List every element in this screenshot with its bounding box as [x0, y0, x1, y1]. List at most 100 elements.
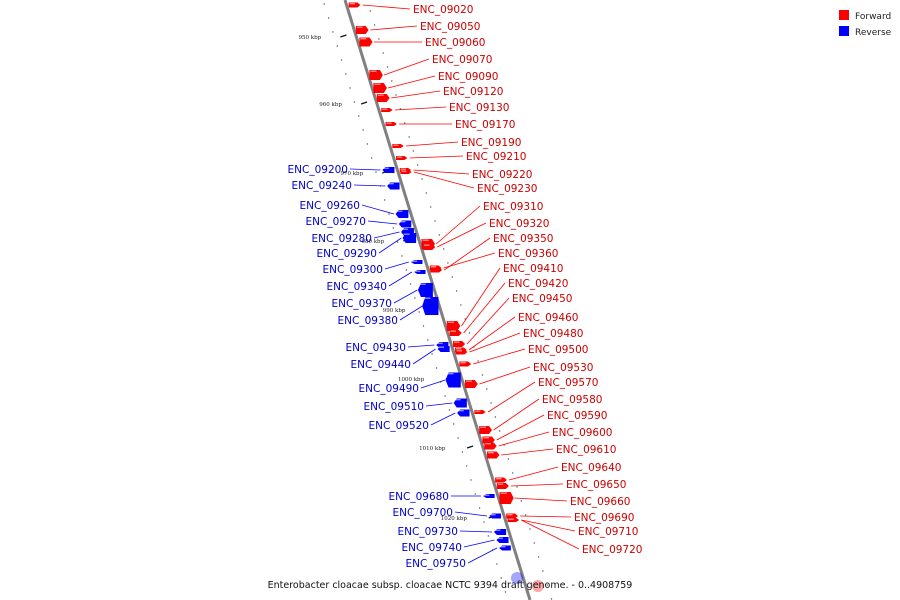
forward-gene-label[interactable]: ENC_09360: [498, 248, 558, 260]
forward-gene-label[interactable]: ENC_09350: [493, 233, 553, 245]
forward-gene-label[interactable]: ENC_09320: [489, 218, 549, 230]
scale-dot: [533, 542, 535, 544]
label-leader-line: [463, 282, 506, 334]
reverse-gene-label[interactable]: ENC_09680: [389, 491, 449, 503]
reverse-gene-label[interactable]: ENC_09260: [300, 200, 360, 212]
reverse-gene-label[interactable]: ENC_09370: [332, 298, 392, 310]
forward-gene-label[interactable]: ENC_09590: [547, 410, 607, 422]
label-leader-line: [510, 483, 564, 487]
forward-gene-label[interactable]: ENC_09710: [578, 526, 638, 538]
scale-dot: [468, 332, 471, 334]
forward-gene-label[interactable]: ENC_09580: [542, 394, 602, 406]
scale-dot: [425, 192, 428, 194]
forward-gene-label[interactable]: ENC_09720: [582, 544, 642, 556]
reverse-gene-block[interactable]: [445, 372, 461, 388]
reverse-gene-label[interactable]: ENC_09290: [317, 248, 377, 260]
forward-gene-label[interactable]: ENC_09190: [461, 137, 521, 149]
gene-highlight: [388, 183, 394, 185]
label-leader-line: [468, 316, 516, 351]
reverse-gene-label[interactable]: ENC_09430: [346, 342, 406, 354]
forward-gene-label[interactable]: ENC_09500: [528, 344, 588, 356]
forward-gene-label[interactable]: ENC_09410: [503, 263, 563, 275]
forward-gene-label[interactable]: ENC_09570: [538, 377, 598, 389]
gene-highlight: [402, 228, 408, 230]
reverse-gene-label[interactable]: ENC_09280: [312, 233, 372, 245]
forward-gene-label[interactable]: ENC_09070: [432, 54, 492, 66]
reverse-gene-label[interactable]: ENC_09490: [359, 383, 419, 395]
forward-gene-block[interactable]: [359, 37, 373, 47]
reverse-gene-block[interactable]: [422, 297, 439, 315]
forward-gene-block[interactable]: [446, 321, 461, 331]
forward-gene-block[interactable]: [499, 492, 514, 504]
forward-gene-block[interactable]: [376, 94, 390, 102]
label-leader-line: [362, 4, 411, 10]
gene-highlight: [370, 70, 377, 72]
scale-dot: [405, 269, 407, 271]
reverse-gene-label[interactable]: ENC_09300: [323, 264, 383, 276]
gene-highlight: [349, 3, 355, 5]
reverse-gene-label[interactable]: ENC_09520: [369, 420, 429, 432]
forward-gene-label[interactable]: ENC_09210: [466, 151, 526, 163]
forward-gene-label[interactable]: ENC_09650: [566, 479, 626, 491]
reverse-gene-label[interactable]: ENC_09730: [398, 526, 458, 538]
forward-gene-label[interactable]: ENC_09640: [561, 462, 621, 474]
forward-gene-label[interactable]: ENC_09600: [552, 427, 612, 439]
forward-gene-label[interactable]: ENC_09480: [523, 328, 583, 340]
scale-dot: [520, 500, 522, 502]
gene-highlight: [374, 83, 381, 85]
forward-gene-label[interactable]: ENC_09610: [556, 444, 616, 456]
scale-dot: [453, 423, 455, 425]
reverse-gene-block[interactable]: [453, 398, 467, 408]
scale-dot: [340, 59, 343, 61]
reverse-gene-label[interactable]: ENC_09270: [306, 216, 366, 228]
forward-gene-label[interactable]: ENC_09130: [449, 102, 509, 114]
label-leader-line: [407, 344, 435, 348]
reverse-gene-label[interactable]: ENC_09240: [292, 180, 352, 192]
kbp-tick: [360, 101, 368, 105]
reverse-gene-label[interactable]: ENC_09380: [338, 315, 398, 327]
reverse-gene-label[interactable]: ENC_09200: [288, 164, 348, 176]
gene-highlight: [403, 233, 410, 235]
forward-gene-block[interactable]: [355, 26, 369, 34]
forward-gene-block[interactable]: [479, 426, 492, 434]
forward-gene-block[interactable]: [373, 83, 387, 93]
scale-dot: [373, 24, 376, 26]
forward-gene-label[interactable]: ENC_09450: [512, 293, 572, 305]
forward-gene-label[interactable]: ENC_09220: [472, 169, 532, 181]
forward-gene-label[interactable]: ENC_09120: [443, 86, 503, 98]
label-leader-line: [443, 252, 496, 269]
scale-dot: [362, 129, 364, 131]
forward-gene-label[interactable]: ENC_09050: [420, 21, 480, 33]
reverse-gene-block[interactable]: [417, 283, 433, 297]
forward-gene-label[interactable]: ENC_09170: [455, 119, 515, 131]
scale-dot: [349, 87, 351, 89]
forward-gene-block[interactable]: [465, 380, 478, 388]
gene-highlight: [438, 346, 444, 348]
scale-dot: [499, 430, 501, 432]
forward-gene-label[interactable]: ENC_09690: [574, 512, 634, 524]
reverse-gene-block[interactable]: [402, 233, 417, 243]
forward-gene-label[interactable]: ENC_09090: [438, 71, 498, 83]
forward-gene-label[interactable]: ENC_09660: [570, 496, 630, 508]
reverse-gene-label[interactable]: ENC_09700: [393, 507, 453, 519]
forward-gene-block[interactable]: [369, 70, 383, 80]
label-leader-line: [388, 271, 413, 287]
kbp-label: 950 kbp: [299, 35, 322, 41]
reverse-gene-block[interactable]: [395, 210, 409, 218]
reverse-gene-label[interactable]: ENC_09340: [327, 281, 387, 293]
forward-gene-label[interactable]: ENC_09230: [477, 183, 537, 195]
forward-gene-label[interactable]: ENC_09420: [508, 278, 568, 290]
label-leader-line: [420, 379, 446, 389]
reverse-gene-label[interactable]: ENC_09510: [364, 401, 424, 413]
reverse-gene-label[interactable]: ENC_09750: [406, 558, 466, 570]
reverse-gene-label[interactable]: ENC_09440: [351, 359, 411, 371]
forward-gene-label[interactable]: ENC_09020: [413, 4, 473, 16]
gene-highlight: [430, 266, 437, 268]
forward-gene-label[interactable]: ENC_09310: [483, 201, 543, 213]
forward-gene-label[interactable]: ENC_09060: [425, 37, 485, 49]
forward-gene-label[interactable]: ENC_09460: [518, 312, 578, 324]
scale-dot: [496, 563, 498, 565]
reverse-gene-label[interactable]: ENC_09740: [402, 542, 462, 554]
forward-gene-label[interactable]: ENC_09530: [533, 362, 593, 374]
label-leader-line: [498, 431, 550, 447]
